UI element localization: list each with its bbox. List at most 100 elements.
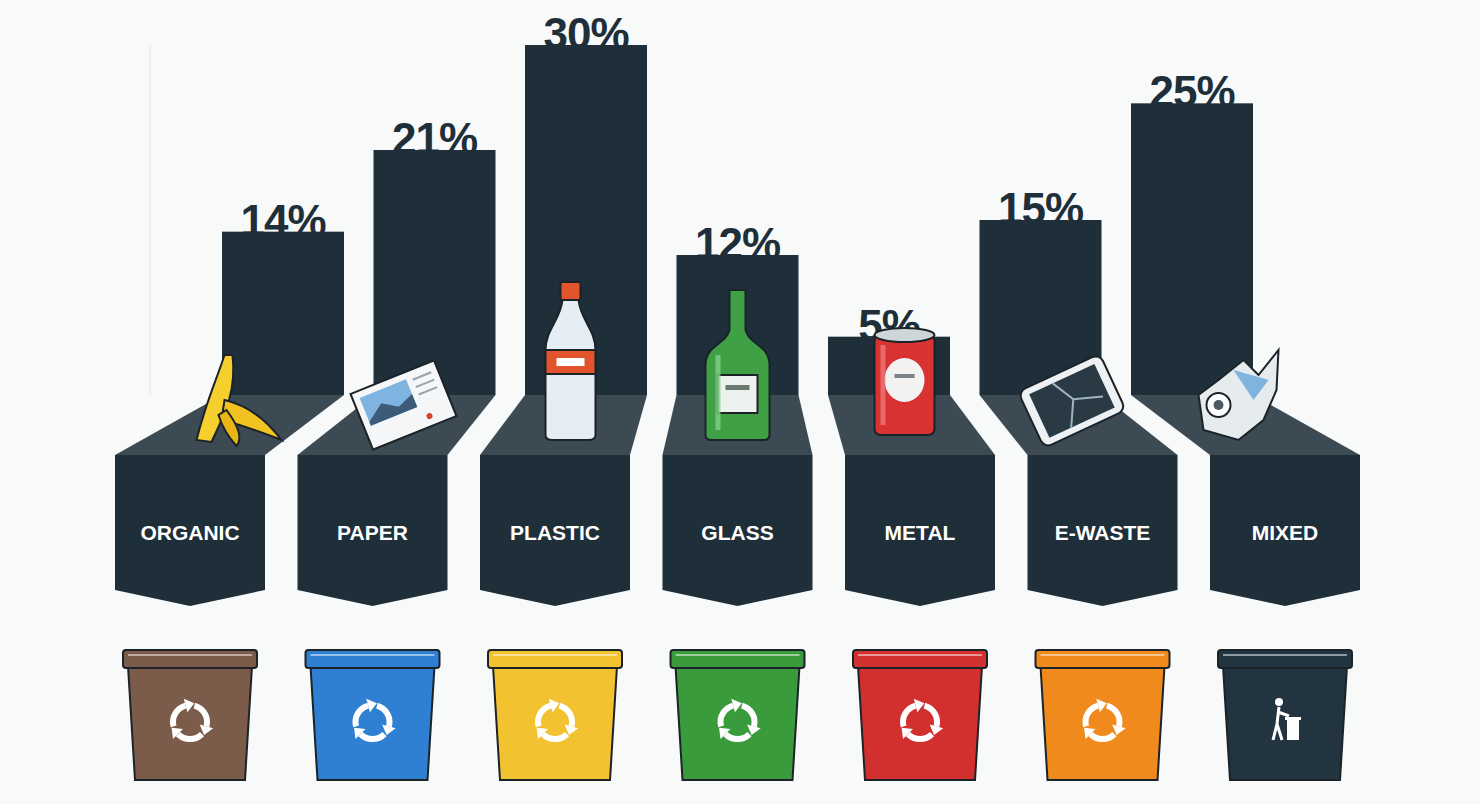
crumpled-fold [1234, 370, 1269, 400]
bin-body [676, 666, 800, 780]
person-head [1275, 698, 1283, 706]
item-icon [1199, 350, 1279, 440]
recycle-head [537, 728, 548, 739]
crumpled-ball-center [1214, 400, 1224, 410]
recycle-head [184, 699, 195, 713]
can-logo-text [895, 374, 915, 378]
item-icon [546, 282, 596, 440]
paper-sheet [351, 360, 457, 449]
paper-photo [360, 379, 418, 426]
recycle-arrow [360, 734, 384, 739]
bin [1036, 650, 1170, 780]
bin [853, 650, 987, 780]
background [0, 0, 1480, 804]
bin-body [493, 666, 617, 780]
item-icon [706, 290, 770, 440]
bin-rim-shine [311, 654, 435, 656]
recycle-arrow [356, 706, 369, 727]
recycle-head [1096, 699, 1107, 713]
recycle-arrow [538, 706, 551, 727]
bottle-body [546, 300, 596, 440]
bin-rim-shine [493, 654, 617, 656]
recycle-arrow [1086, 706, 1099, 727]
category-block [1028, 455, 1178, 606]
recycle-arrow [559, 706, 572, 727]
recycle-arrow [924, 706, 937, 727]
recycle-arrow [1090, 734, 1114, 739]
bin [488, 650, 622, 780]
recycle-arrow [1107, 706, 1120, 727]
category-label: ORGANIC [140, 521, 239, 544]
bar [1131, 103, 1253, 395]
data-label: 14% [240, 196, 325, 245]
recycle-head [1112, 725, 1126, 736]
tablet-screen [1029, 364, 1115, 438]
glass-bottle [706, 290, 770, 440]
crumpled-paper [1199, 350, 1279, 440]
banana-part [219, 410, 240, 446]
bin-rim-shine [1223, 654, 1347, 656]
bin [306, 650, 440, 780]
data-label: 15% [998, 184, 1083, 233]
recycle-head [366, 699, 377, 713]
bin-rim-shine [1041, 654, 1165, 656]
item-icon [197, 355, 282, 446]
person-body [1273, 707, 1289, 740]
bin-rim [1218, 650, 1352, 668]
category-block [298, 455, 448, 606]
category-block [480, 455, 630, 606]
chart-root: 14%21%30%12%5%15%25%ORGANICPAPERPLASTICG… [0, 0, 1480, 804]
recycle-head [565, 725, 579, 736]
recycle-head [930, 725, 944, 736]
icons [197, 282, 1279, 450]
bin [671, 650, 805, 780]
can-shine [881, 345, 886, 425]
page: {"chart_data": {"type": "bar", "categori… [0, 0, 1480, 804]
data-label: 21% [392, 114, 477, 163]
recycle-head [747, 725, 761, 736]
category-label: PLASTIC [510, 521, 600, 544]
can-top [875, 328, 935, 342]
bin-rim-shine [676, 654, 800, 656]
newspaper [351, 360, 457, 449]
bin-body [128, 666, 252, 780]
recycle-head [354, 728, 365, 739]
recycle-head [731, 699, 742, 713]
bin-body [1223, 666, 1347, 780]
category-block [115, 455, 265, 606]
recycle-arrow [543, 734, 567, 739]
recycle-head [914, 699, 925, 713]
category-block [663, 455, 813, 606]
recycle-arrow [725, 734, 749, 739]
recycle-head [902, 728, 913, 739]
mini-bin [1287, 720, 1299, 740]
bar [222, 232, 344, 395]
tablet [1018, 354, 1126, 448]
recycle-head [719, 728, 730, 739]
paper-text-line [419, 387, 438, 394]
bar [374, 150, 496, 395]
bin-body [1041, 666, 1165, 780]
recycle-arrow [903, 706, 916, 727]
bin-rim [306, 650, 440, 668]
recycle-head [1084, 728, 1095, 739]
item-icon [351, 360, 457, 449]
recycle-head [200, 725, 214, 736]
recycle-arrow [178, 734, 202, 739]
category-blocks: ORGANICPAPERPLASTICGLASSMETALE-WASTEMIXE… [115, 455, 1360, 606]
category-label: MIXED [1252, 521, 1319, 544]
bin [123, 650, 257, 780]
bin-rim-shine [858, 654, 982, 656]
bottle-cap [561, 282, 581, 300]
chart-svg: 14%21%30%12%5%15%25%ORGANICPAPERPLASTICG… [0, 0, 1480, 804]
data-label: 25% [1149, 67, 1234, 116]
bin-rim [671, 650, 805, 668]
category-label: E-WASTE [1055, 521, 1151, 544]
data-label: 30% [543, 9, 628, 58]
bin-rim [488, 650, 622, 668]
crumpled-ball [1207, 393, 1231, 417]
bottle-label [546, 350, 596, 374]
recycle-arrow [742, 706, 755, 727]
bin-rim [853, 650, 987, 668]
recycle-arrow [908, 734, 932, 739]
